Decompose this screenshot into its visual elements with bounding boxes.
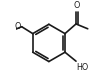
Text: O: O <box>74 1 80 10</box>
Text: O: O <box>15 22 21 31</box>
Text: HO: HO <box>77 63 89 72</box>
